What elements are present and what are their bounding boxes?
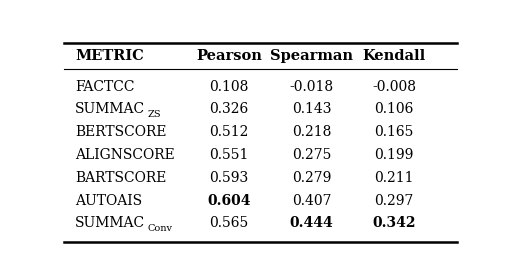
Text: SUMMAC: SUMMAC [75,102,145,116]
Text: ZS: ZS [147,110,161,119]
Text: 0.218: 0.218 [292,125,331,139]
Text: 0.106: 0.106 [374,102,414,116]
Text: 0.551: 0.551 [209,148,248,162]
Text: 0.407: 0.407 [292,194,331,208]
Text: 0.326: 0.326 [209,102,248,116]
Text: 0.108: 0.108 [209,80,248,94]
Text: 0.342: 0.342 [372,216,416,230]
Text: 0.593: 0.593 [209,171,248,185]
Text: FACTCC: FACTCC [75,80,135,94]
Text: 0.143: 0.143 [292,102,331,116]
Text: AUTOAIS: AUTOAIS [75,194,142,208]
Text: 0.297: 0.297 [374,194,414,208]
Text: 0.444: 0.444 [290,216,333,230]
Text: -0.018: -0.018 [290,80,334,94]
Text: 0.279: 0.279 [292,171,331,185]
Text: SUMMAC: SUMMAC [75,216,145,230]
Text: Conv: Conv [147,224,172,233]
Text: -0.008: -0.008 [372,80,416,94]
Text: 0.512: 0.512 [209,125,248,139]
Text: 0.165: 0.165 [374,125,414,139]
Text: 0.199: 0.199 [374,148,414,162]
Text: 0.275: 0.275 [292,148,331,162]
Text: 0.565: 0.565 [209,216,248,230]
Text: 0.604: 0.604 [207,194,250,208]
Text: Kendall: Kendall [363,49,426,63]
Text: Spearman: Spearman [270,49,353,63]
Text: BERTSCORE: BERTSCORE [75,125,167,139]
Text: Pearson: Pearson [196,49,262,63]
Text: 0.211: 0.211 [374,171,414,185]
Text: ALIGNSCORE: ALIGNSCORE [75,148,175,162]
Text: BARTSCORE: BARTSCORE [75,171,167,185]
Text: METRIC: METRIC [75,49,144,63]
